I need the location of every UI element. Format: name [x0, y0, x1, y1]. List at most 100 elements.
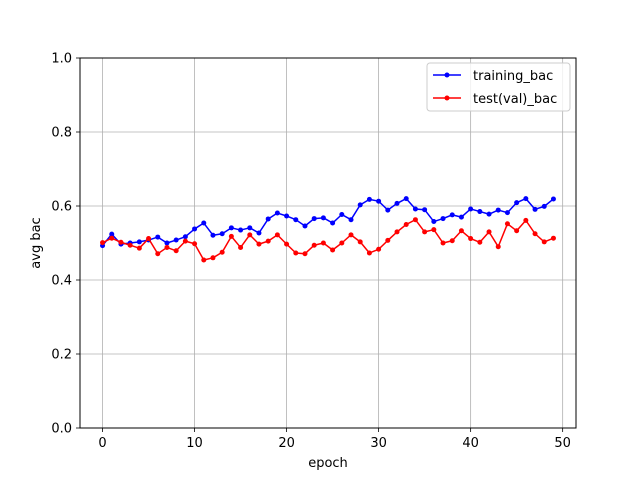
data-point [201, 257, 207, 263]
x-tick-label: 10 [186, 436, 203, 451]
data-point [228, 225, 234, 231]
data-point [504, 210, 510, 216]
data-point [431, 219, 437, 225]
data-point [477, 209, 483, 215]
y-tick-label: 0.8 [51, 126, 72, 141]
data-point [320, 215, 326, 221]
data-point [182, 234, 188, 240]
data-point [468, 236, 474, 242]
data-point [192, 226, 198, 232]
data-point [412, 206, 418, 212]
data-point [293, 250, 299, 256]
data-point [164, 244, 170, 250]
data-point [532, 231, 538, 237]
data-point [136, 245, 142, 251]
data-point [412, 217, 418, 223]
data-point [274, 210, 280, 216]
x-axis-label: epoch [308, 456, 348, 471]
data-point [514, 200, 520, 206]
data-point [550, 235, 556, 241]
data-point [238, 227, 244, 233]
data-point [109, 235, 115, 241]
data-point [164, 240, 170, 246]
x-tick-label: 0 [98, 436, 106, 451]
data-point [330, 247, 336, 253]
data-point [357, 202, 363, 208]
legend-marker-training [444, 72, 450, 78]
data-point [385, 237, 391, 243]
legend-marker-test [444, 95, 450, 101]
data-point [541, 203, 547, 209]
data-point [173, 248, 179, 254]
data-point [173, 237, 179, 243]
data-point [440, 240, 446, 246]
data-point [210, 232, 216, 238]
data-point [339, 240, 345, 246]
data-point [504, 221, 510, 227]
legend-box [426, 62, 571, 112]
data-point [422, 229, 428, 235]
data-point [550, 196, 556, 202]
data-point [449, 212, 455, 218]
data-point [330, 220, 336, 226]
data-point [523, 196, 529, 202]
data-point [403, 222, 409, 227]
y-tick-label: 0.2 [51, 348, 72, 363]
y-tick-label: 0.6 [51, 200, 72, 215]
data-point [127, 242, 133, 248]
data-point [284, 213, 290, 219]
data-point [210, 255, 216, 261]
series-0 [100, 196, 556, 249]
data-point [247, 225, 253, 231]
data-point [265, 216, 271, 222]
data-point [219, 249, 225, 255]
data-point [394, 229, 400, 235]
data-point [192, 241, 198, 247]
legend-label-training: training_bac [473, 69, 553, 84]
x-tick-label: 20 [278, 436, 295, 451]
data-point [495, 244, 501, 250]
data-point [514, 228, 520, 234]
data-point [431, 227, 437, 233]
data-point [256, 241, 262, 247]
data-point [403, 196, 409, 202]
data-point [136, 239, 142, 245]
data-point [532, 206, 538, 212]
data-point [366, 196, 372, 202]
data-point [302, 251, 308, 257]
x-tick-label: 40 [462, 436, 479, 451]
x-tick-label: 30 [370, 436, 387, 451]
data-point [302, 223, 308, 229]
data-point [238, 244, 244, 250]
y-tick-label: 0.4 [51, 274, 72, 289]
data-point [348, 217, 354, 223]
ticks: 0 10 20 30 40 50 0.0 0.2 0.4 0.6 0.8 1.0 [51, 52, 571, 452]
data-point [486, 229, 492, 235]
data-point [256, 230, 262, 236]
data-point [311, 242, 317, 248]
series-lines [100, 196, 556, 263]
data-point [422, 207, 428, 213]
data-point [320, 240, 326, 246]
data-point [376, 246, 382, 252]
data-point [155, 251, 161, 257]
data-point [357, 239, 363, 245]
data-point [495, 207, 501, 213]
data-point [201, 220, 207, 226]
plot-frame [79, 57, 577, 429]
data-point [228, 233, 234, 239]
x-tick-label: 50 [554, 436, 571, 451]
legend-label-test: test(val)_bac [473, 92, 557, 107]
data-point [265, 238, 271, 244]
data-point [155, 234, 161, 240]
data-point [219, 231, 225, 237]
data-point [523, 217, 529, 223]
data-point [100, 240, 106, 246]
y-tick-label: 1.0 [51, 52, 72, 67]
data-point [376, 198, 382, 204]
data-point [109, 231, 115, 237]
data-point [247, 232, 253, 238]
data-point [311, 216, 317, 222]
data-point [182, 238, 188, 244]
data-point [146, 236, 152, 242]
